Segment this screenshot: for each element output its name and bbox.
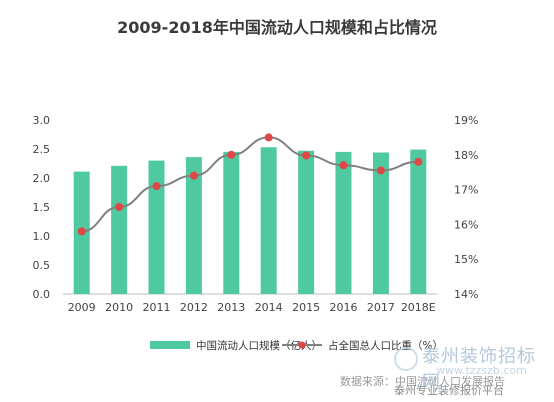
line-point	[77, 227, 86, 236]
y-left-tick-label: 3.0	[33, 114, 51, 127]
x-tick-label: 2011	[143, 301, 171, 314]
bar	[335, 151, 352, 294]
watermark-logo-icon	[394, 347, 418, 371]
y-right-tick-label: 17%	[454, 184, 478, 197]
y-left-tick-label: 0.5	[33, 259, 51, 272]
x-tick-label: 2015	[292, 301, 320, 314]
line-point	[227, 150, 236, 159]
legend-label-bar: 中国流动人口规模（亿人）	[196, 339, 322, 352]
line-point	[189, 171, 198, 180]
line-point	[376, 166, 385, 175]
x-tick-label: 2014	[255, 301, 283, 314]
y-left-tick-label: 1.0	[33, 230, 51, 243]
y-left-tick-label: 2.5	[33, 143, 51, 156]
watermark-text: 泰州装饰招标网	[422, 346, 536, 393]
line-point	[264, 133, 273, 142]
y-right-tick-label: 18%	[454, 149, 478, 162]
x-tick-label: 2009	[68, 301, 96, 314]
x-tick-label: 2016	[330, 301, 358, 314]
bar	[185, 157, 202, 294]
bar	[111, 165, 128, 294]
line-point	[302, 151, 311, 160]
chart-title: 2009-2018年中国流动人口规模和占比情况	[117, 18, 437, 37]
line-point	[152, 182, 161, 191]
line-path	[81, 136, 419, 233]
legend-swatch-bar	[150, 341, 190, 349]
x-tick-label: 2018E	[401, 301, 436, 314]
bar	[298, 150, 315, 294]
x-tick-label: 2010	[105, 301, 133, 314]
y-axis-left-labels: 0.0 0.5 1.0 1.5 2.0 2.5 3.0	[33, 114, 51, 301]
y-right-tick-label: 19%	[454, 114, 478, 127]
y-axis-right-labels: 14% 15% 16% 17% 18% 19%	[454, 114, 478, 301]
y-right-tick-label: 14%	[454, 288, 478, 301]
bar	[372, 152, 389, 294]
data-source: 数据来源：中国流动人口发展报告	[340, 375, 505, 388]
bar	[223, 151, 240, 294]
legend-swatch-marker	[298, 341, 306, 349]
x-tick-label: 2017	[367, 301, 395, 314]
line-point	[115, 203, 124, 211]
line-series	[77, 133, 423, 236]
bar	[148, 160, 165, 294]
y-left-tick-label: 2.0	[33, 172, 51, 185]
legend: 中国流动人口规模（亿人） 占全国总人口比重（%）	[150, 339, 443, 352]
legend-label-line: 占全国总人口比重（%）	[328, 339, 443, 352]
y-left-tick-label: 1.5	[33, 201, 51, 214]
bar-series	[73, 147, 427, 294]
bar	[410, 149, 427, 294]
x-tick-label: 2013	[217, 301, 245, 314]
watermark-subtitle: 泰州专业装修报价平台	[394, 384, 504, 397]
y-right-tick-label: 15%	[454, 253, 478, 266]
line-point	[414, 157, 423, 166]
x-axis-labels: 2009 2010 2011 2012 2013 2014 2015 2016 2017 2018…	[68, 301, 436, 314]
line-point	[339, 161, 348, 170]
y-right-tick-label: 16%	[454, 218, 478, 231]
bar	[260, 147, 277, 294]
watermark: 泰州装饰招标网 www.tzzszb.com 泰州专业装修报价平台	[394, 340, 554, 402]
y-left-tick-label: 0.0	[33, 288, 51, 301]
watermark-url: www.tzzszb.com	[436, 364, 527, 377]
x-tick-label: 2012	[180, 301, 208, 314]
